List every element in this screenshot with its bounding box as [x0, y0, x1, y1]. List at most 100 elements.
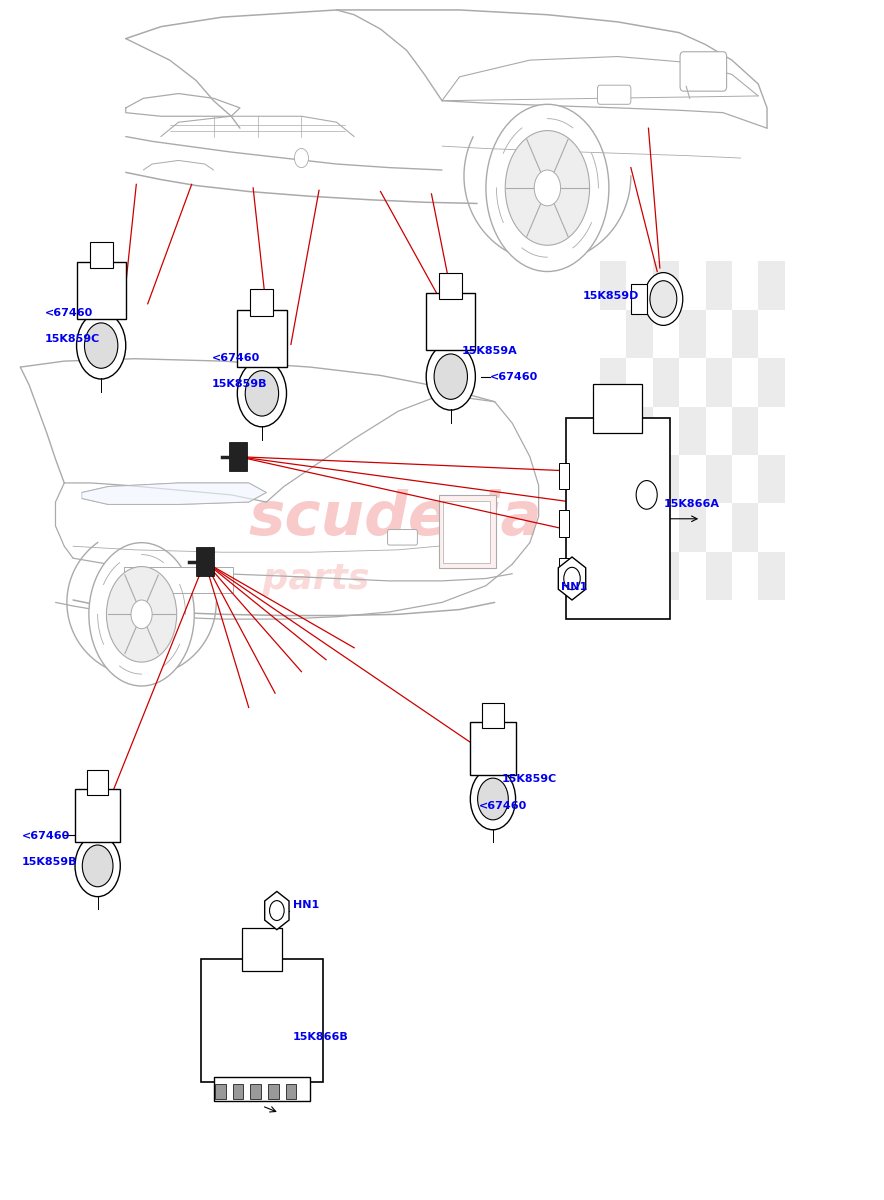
Circle shape	[636, 480, 657, 509]
FancyBboxPatch shape	[214, 1078, 310, 1102]
FancyBboxPatch shape	[680, 52, 727, 91]
FancyBboxPatch shape	[483, 703, 504, 727]
Bar	[652, 503, 679, 552]
Bar	[732, 262, 758, 310]
Bar	[196, 547, 214, 576]
FancyBboxPatch shape	[202, 959, 323, 1082]
Bar	[600, 262, 627, 310]
Bar	[758, 503, 785, 552]
Circle shape	[486, 104, 609, 271]
Bar	[627, 503, 652, 552]
Text: scuderia: scuderia	[248, 490, 543, 548]
Bar	[758, 455, 785, 503]
FancyBboxPatch shape	[443, 500, 491, 563]
Polygon shape	[82, 482, 266, 504]
Circle shape	[270, 901, 284, 920]
Circle shape	[131, 600, 152, 629]
Bar	[600, 552, 627, 600]
FancyBboxPatch shape	[241, 928, 282, 971]
Text: 15K859A: 15K859A	[461, 346, 517, 356]
Bar	[679, 552, 705, 600]
Text: 15K859B: 15K859B	[212, 379, 267, 389]
Text: <67460: <67460	[479, 802, 527, 811]
FancyBboxPatch shape	[250, 1085, 261, 1099]
FancyBboxPatch shape	[559, 510, 569, 536]
Text: 15K866B: 15K866B	[293, 1032, 348, 1042]
Circle shape	[294, 149, 309, 168]
Circle shape	[650, 281, 677, 317]
Bar	[600, 503, 627, 552]
FancyBboxPatch shape	[250, 289, 273, 316]
Bar	[732, 552, 758, 600]
Bar	[758, 407, 785, 455]
Bar	[627, 310, 652, 358]
Bar	[705, 262, 732, 310]
Bar	[705, 552, 732, 600]
Bar	[627, 407, 652, 455]
Circle shape	[75, 835, 120, 896]
Bar	[652, 358, 679, 407]
FancyBboxPatch shape	[598, 85, 631, 104]
Bar	[679, 503, 705, 552]
Circle shape	[644, 272, 682, 325]
Circle shape	[470, 768, 515, 829]
Bar	[705, 407, 732, 455]
Bar	[627, 358, 652, 407]
Circle shape	[506, 131, 590, 245]
FancyBboxPatch shape	[90, 241, 112, 268]
Circle shape	[89, 542, 194, 686]
FancyBboxPatch shape	[124, 566, 232, 593]
Text: <67460: <67460	[212, 353, 260, 364]
Bar	[679, 310, 705, 358]
Bar	[679, 407, 705, 455]
Bar	[679, 455, 705, 503]
Circle shape	[106, 566, 177, 662]
Bar	[230, 443, 247, 472]
Bar	[732, 455, 758, 503]
Text: HN1: HN1	[561, 582, 588, 593]
FancyBboxPatch shape	[439, 272, 462, 299]
Bar	[705, 455, 732, 503]
FancyBboxPatch shape	[426, 293, 476, 350]
FancyBboxPatch shape	[75, 788, 120, 842]
Polygon shape	[264, 892, 289, 930]
Text: 15K859D: 15K859D	[583, 292, 639, 301]
Bar	[627, 262, 652, 310]
FancyBboxPatch shape	[439, 494, 496, 568]
Circle shape	[237, 360, 286, 427]
Bar	[758, 310, 785, 358]
FancyBboxPatch shape	[631, 283, 647, 314]
Bar	[732, 310, 758, 358]
Bar	[758, 262, 785, 310]
Bar	[705, 358, 732, 407]
FancyBboxPatch shape	[216, 1085, 226, 1099]
FancyBboxPatch shape	[387, 529, 417, 545]
FancyBboxPatch shape	[237, 310, 286, 367]
Bar	[652, 310, 679, 358]
FancyBboxPatch shape	[566, 419, 669, 619]
Circle shape	[434, 354, 468, 400]
Bar	[627, 552, 652, 600]
FancyBboxPatch shape	[559, 463, 569, 488]
Bar	[652, 407, 679, 455]
Circle shape	[85, 323, 118, 368]
FancyBboxPatch shape	[470, 721, 515, 775]
Bar	[732, 407, 758, 455]
Bar	[600, 358, 627, 407]
Text: <67460: <67460	[45, 307, 93, 318]
Text: 15K859B: 15K859B	[22, 857, 78, 868]
FancyBboxPatch shape	[286, 1085, 296, 1099]
Text: 15K859C: 15K859C	[502, 774, 557, 784]
Circle shape	[77, 312, 126, 379]
FancyBboxPatch shape	[268, 1085, 278, 1099]
Text: 15K866A: 15K866A	[663, 499, 720, 509]
Polygon shape	[559, 557, 586, 600]
Text: <67460: <67460	[491, 372, 538, 383]
Circle shape	[82, 845, 113, 887]
Bar	[732, 503, 758, 552]
Bar	[705, 503, 732, 552]
FancyBboxPatch shape	[77, 262, 126, 319]
Circle shape	[426, 343, 476, 410]
Bar	[600, 310, 627, 358]
Bar	[679, 358, 705, 407]
